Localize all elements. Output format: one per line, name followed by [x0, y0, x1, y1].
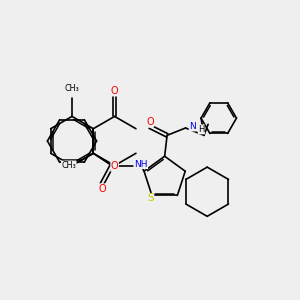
Text: NH: NH — [134, 160, 148, 169]
Text: H: H — [198, 125, 205, 134]
Text: N: N — [189, 122, 196, 131]
Text: O: O — [111, 86, 119, 96]
Text: O: O — [111, 161, 119, 171]
Text: CH₃: CH₃ — [64, 84, 80, 93]
Text: O: O — [146, 117, 154, 127]
Text: O: O — [98, 184, 106, 194]
Text: CH₃: CH₃ — [61, 161, 76, 170]
Text: S: S — [147, 194, 154, 203]
